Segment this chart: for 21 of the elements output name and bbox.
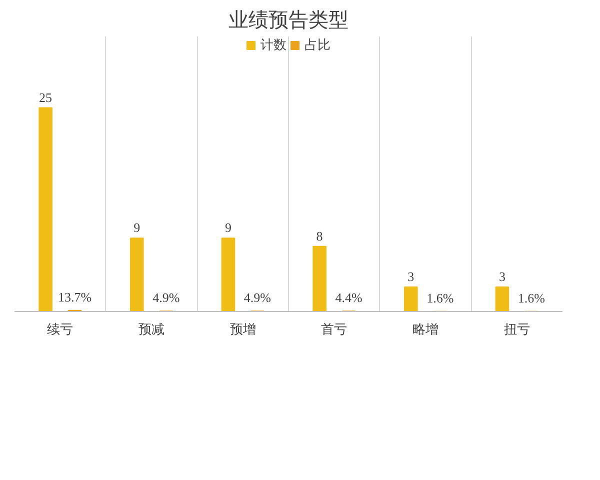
data-label: 1.6%	[518, 290, 546, 306]
data-label: 4.9%	[244, 290, 272, 306]
x-tick-label: 预增	[230, 322, 256, 338]
data-label: 1.6%	[426, 290, 454, 306]
x-tick-label: 略增	[412, 322, 438, 338]
x-tick-label: 首亏	[321, 322, 348, 338]
legend-label: 占比	[304, 37, 330, 54]
chart-title: 业绩预告类型	[228, 8, 348, 32]
legend-label: 计数	[260, 37, 286, 54]
data-label: 3	[498, 269, 506, 284]
data-label: 4.9%	[152, 290, 180, 306]
x-tick-label: 预减	[138, 322, 164, 338]
x-tick-label: 续亏	[47, 322, 74, 338]
data-label: 8	[316, 228, 323, 244]
x-tick-label: 扭亏	[504, 322, 530, 338]
data-label: 13.7%	[58, 289, 92, 304]
data-label: 9	[224, 220, 232, 236]
data-label: 9	[134, 220, 140, 236]
data-label: 4.4%	[335, 290, 362, 306]
data-label: 25	[39, 90, 52, 105]
data-label: 3	[408, 269, 414, 284]
